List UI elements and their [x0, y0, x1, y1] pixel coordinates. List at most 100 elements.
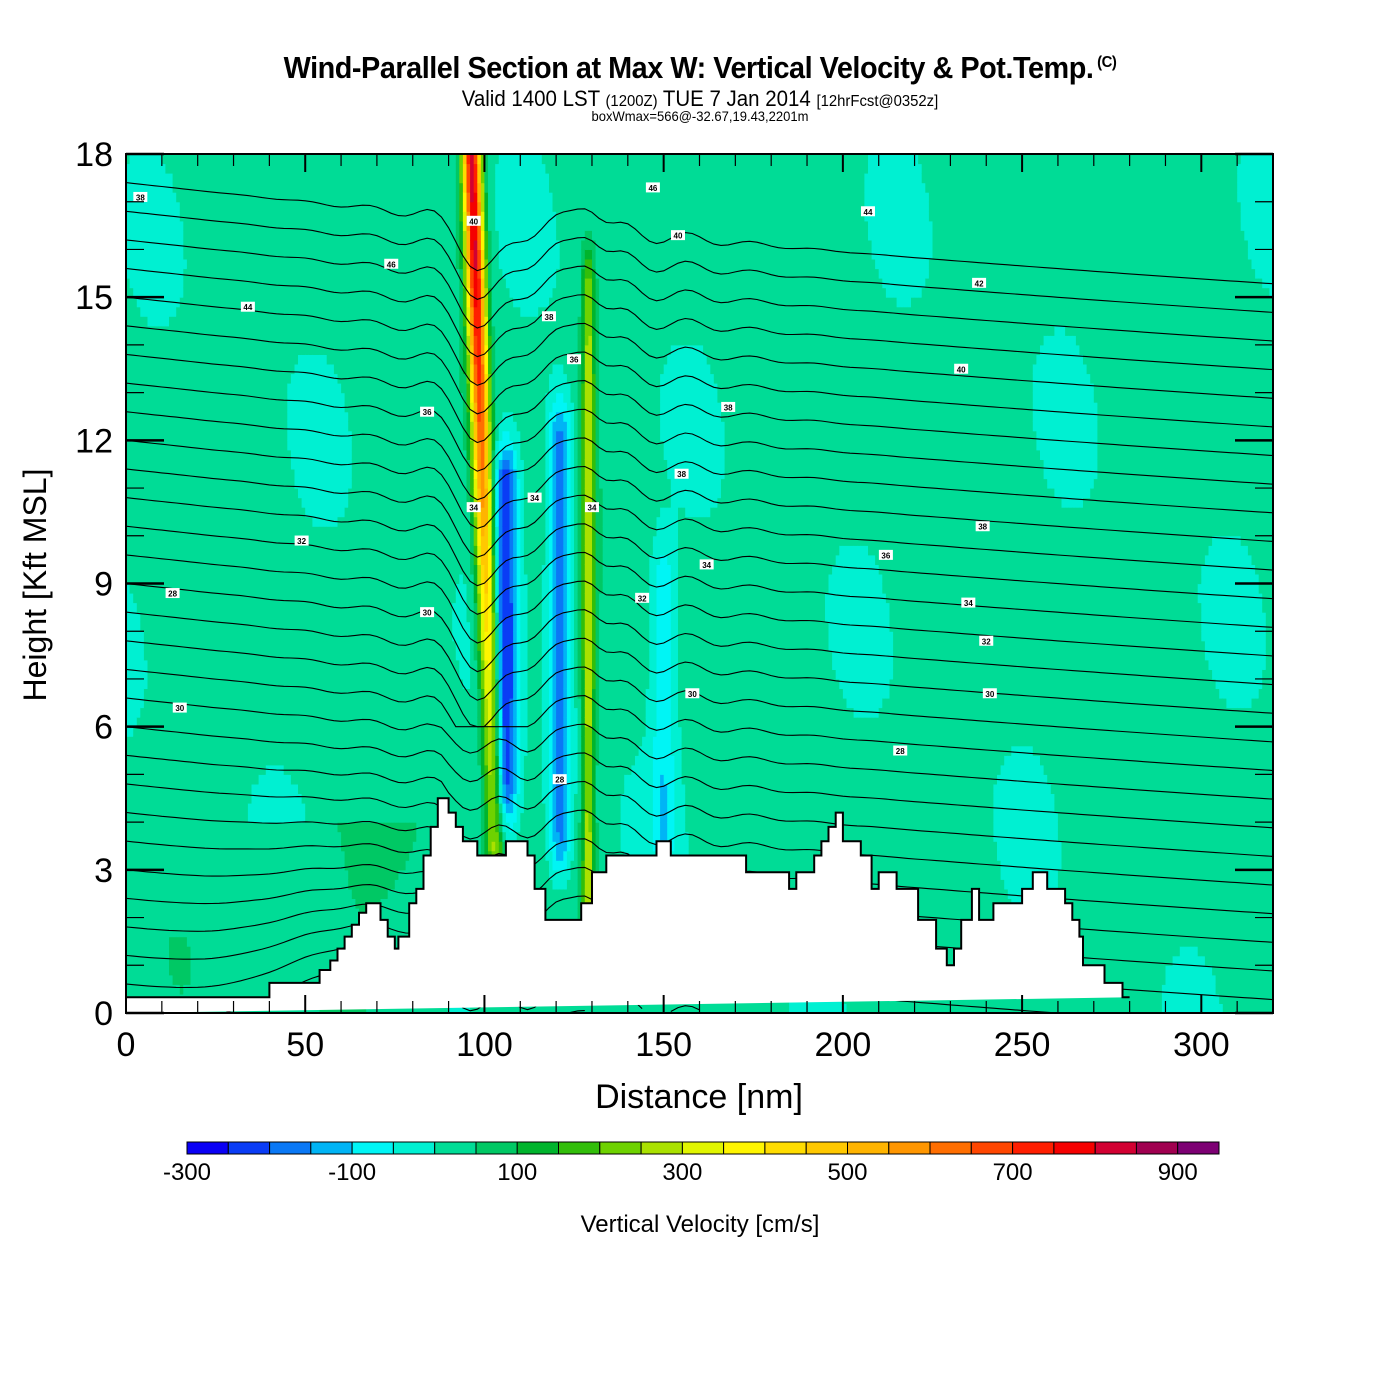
field-cell [130, 822, 134, 832]
field-cell [173, 164, 177, 174]
field-cell [162, 183, 166, 193]
field-cell [162, 870, 166, 880]
field-cell [187, 736, 191, 746]
field-cell [183, 164, 187, 174]
field-cell [144, 269, 148, 279]
field-cell [148, 393, 152, 403]
field-cell [155, 517, 159, 527]
field-cell [162, 440, 166, 450]
field-cell [144, 545, 148, 555]
field-cell [130, 173, 134, 183]
field-cell [165, 164, 169, 174]
field-cell [183, 918, 187, 928]
field-cell [187, 192, 191, 202]
field-cell [148, 316, 152, 326]
field-cell [151, 660, 155, 670]
field-cell [130, 326, 134, 336]
field-cell [140, 708, 144, 718]
field-cell [144, 421, 148, 431]
field-cell [169, 288, 173, 298]
field-cell [151, 230, 155, 240]
field-cell [162, 851, 166, 861]
field-cell [130, 507, 134, 517]
field-cell [151, 603, 155, 613]
field-cell [148, 669, 152, 679]
field-cell [183, 794, 187, 804]
field-cell [169, 603, 173, 613]
field-cell [173, 918, 177, 928]
field-cell [133, 316, 137, 326]
field-cell [187, 469, 191, 479]
field-cell [173, 249, 177, 259]
field-cell [162, 564, 166, 574]
field-cell [140, 507, 144, 517]
field-cell [162, 345, 166, 355]
field-cell [155, 965, 159, 975]
field-cell [148, 517, 152, 527]
field-cell [165, 803, 169, 813]
field-cell [162, 689, 166, 699]
field-cell [144, 412, 148, 422]
field-cell [183, 641, 187, 651]
field-cell [191, 689, 195, 699]
field-cell [155, 889, 159, 899]
field-cell [148, 354, 152, 364]
field-cell [151, 813, 155, 823]
field-cell [162, 584, 166, 594]
field-cell [151, 803, 155, 813]
field-cell [155, 164, 159, 174]
field-cell [133, 593, 137, 603]
field-cell [165, 192, 169, 202]
field-cell [176, 937, 180, 947]
field-cell [155, 679, 159, 689]
field-cell [165, 899, 169, 909]
field-cell [162, 412, 166, 422]
field-cell [130, 488, 134, 498]
field-cell [151, 879, 155, 889]
field-cell [133, 708, 137, 718]
field-cell [191, 631, 195, 641]
field-cell [130, 412, 134, 422]
field-cell [162, 889, 166, 899]
field-cell [191, 975, 195, 985]
field-cell [183, 459, 187, 469]
field-cell [173, 679, 177, 689]
field-cell [144, 450, 148, 460]
field-cell [133, 822, 137, 832]
field-cell [165, 860, 169, 870]
field-cell [144, 249, 148, 259]
field-cell [187, 641, 191, 651]
field-cell [176, 374, 180, 384]
field-cell [169, 488, 173, 498]
field-cell [130, 755, 134, 765]
field-cell [148, 803, 152, 813]
field-cell [151, 564, 155, 574]
field-cell [151, 393, 155, 403]
field-cell [187, 879, 191, 889]
field-cell [183, 564, 187, 574]
field-cell [151, 269, 155, 279]
field-cell [183, 259, 187, 269]
field-cell [151, 689, 155, 699]
field-cell [140, 221, 144, 231]
field-cell [151, 822, 155, 832]
field-cell [155, 526, 159, 536]
field-cell [148, 603, 152, 613]
field-cell [187, 574, 191, 584]
field-cell [187, 402, 191, 412]
field-cell [183, 354, 187, 364]
field-cell [173, 736, 177, 746]
field-cell [169, 984, 173, 994]
field-cell [183, 440, 187, 450]
field-cell [155, 899, 159, 909]
field-cell [165, 335, 169, 345]
field-cell [151, 918, 155, 928]
field-cell [144, 202, 148, 212]
field-cell [162, 612, 166, 622]
field-cell [162, 965, 166, 975]
field-cell [187, 498, 191, 508]
field-cell [144, 154, 148, 164]
field-cell [165, 841, 169, 851]
field-cell [162, 650, 166, 660]
field-cell [191, 803, 195, 813]
